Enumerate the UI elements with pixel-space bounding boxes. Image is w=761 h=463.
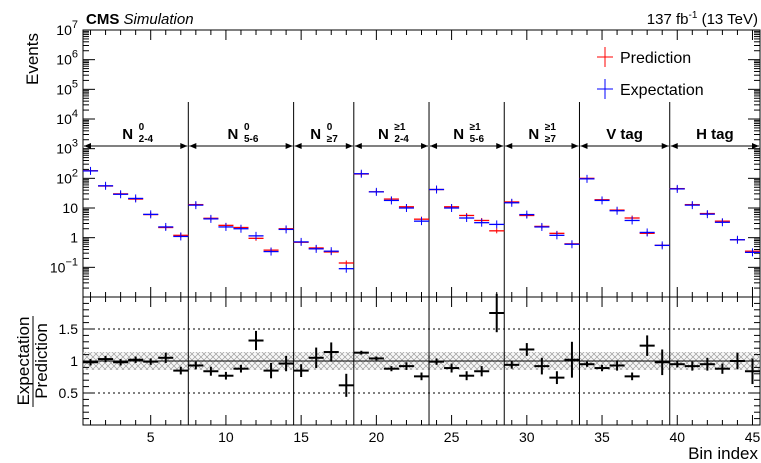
region-arrow-left-head <box>430 143 438 149</box>
y-tick-label: 10 <box>62 200 78 216</box>
y-tick-label: 107 <box>56 19 78 38</box>
ratio-tick-label: 1.5 <box>59 321 79 337</box>
region-arrow-left-head <box>189 143 197 149</box>
region-arrow-left-head <box>294 143 302 149</box>
region-arrow-right-head <box>571 143 579 149</box>
lumi-label: 137 fb-1 (13 TeV) <box>647 10 758 28</box>
region-label: N <box>122 126 133 143</box>
region-label-subscript: 5-6 <box>470 134 485 145</box>
x-tick-label: 40 <box>669 429 685 445</box>
region-arrow-right-head <box>661 143 669 149</box>
region-arrow-left-head <box>505 143 513 149</box>
region-arrow-right-head <box>345 143 353 149</box>
x-tick-label: 35 <box>594 429 610 445</box>
x-tick-label: 25 <box>444 429 460 445</box>
region-label: H tag <box>696 126 734 143</box>
legend-label-prediction: Prediction <box>620 50 691 67</box>
x-tick-label: 10 <box>218 429 234 445</box>
region-arrow-right-head <box>180 143 188 149</box>
y-tick-label: 1 <box>70 230 78 246</box>
x-tick-label: 20 <box>369 429 385 445</box>
x-tick-label: 45 <box>745 429 761 445</box>
region-arrow-right-head <box>752 143 759 149</box>
region-arrow-right-head <box>421 143 429 149</box>
region-label-superscript: ≥1 <box>470 122 481 133</box>
region-label-subscript: ≥7 <box>545 134 556 145</box>
ratio-tick-label: 0.5 <box>59 385 79 401</box>
chart-marks: N 02-4 N 05-6 N 0≥7 N ≥12-4 N ≥15-6 N ≥1≥7 V tag H ta… <box>50 19 761 445</box>
x-tick-label: 5 <box>147 429 155 445</box>
legend-entry-expectation: Expectation <box>597 79 704 99</box>
experiment-label: CMS Simulation <box>86 11 194 28</box>
region-label-subscript: 5-6 <box>244 134 259 145</box>
region-label-subscript: 2-4 <box>394 134 409 145</box>
y-tick-label: 105 <box>56 78 78 97</box>
y-tick-label: 10−1 <box>50 256 78 275</box>
region-arrow-left-head <box>84 143 91 149</box>
region-label: N <box>228 126 239 143</box>
region-label: N <box>378 126 389 143</box>
region-label: V tag <box>606 126 643 143</box>
ratio-y-title-denominator: Prediction <box>32 323 51 399</box>
x-axis-title: Bin index <box>688 444 758 463</box>
region-arrow-left-head <box>580 143 588 149</box>
ratio-tick-label: 1 <box>70 353 78 369</box>
y-tick-label: 104 <box>56 108 78 127</box>
legend-entry-prediction: Prediction <box>597 47 691 67</box>
y-axis-title: Events <box>23 33 42 85</box>
region-label-superscript: ≥1 <box>394 122 405 133</box>
x-tick-label: 30 <box>519 429 535 445</box>
region-label-subscript: 2-4 <box>139 134 154 145</box>
region-arrow-left-head <box>354 143 362 149</box>
region-arrow-right-head <box>496 143 504 149</box>
region-label: N <box>310 126 321 143</box>
ratio-y-title-numerator: Expectation <box>14 317 33 406</box>
x-tick-label: 15 <box>293 429 309 445</box>
y-tick-label: 103 <box>56 138 78 157</box>
top-plot-frame <box>82 29 761 298</box>
region-arrow-left-head <box>670 143 678 149</box>
y-tick-label: 102 <box>56 167 78 186</box>
region-label-subscript: ≥7 <box>327 134 338 145</box>
region-arrow-right-head <box>285 143 293 149</box>
region-label-superscript: 0 <box>244 122 250 133</box>
region-label-superscript: 0 <box>327 122 333 133</box>
legend: Prediction Expectation <box>597 47 704 99</box>
region-label-superscript: 0 <box>139 122 145 133</box>
y-tick-label: 106 <box>56 49 78 68</box>
legend-label-expectation: Expectation <box>620 82 704 99</box>
region-label: N <box>453 126 464 143</box>
region-label-superscript: ≥1 <box>545 122 556 133</box>
region-label: N <box>528 126 539 143</box>
